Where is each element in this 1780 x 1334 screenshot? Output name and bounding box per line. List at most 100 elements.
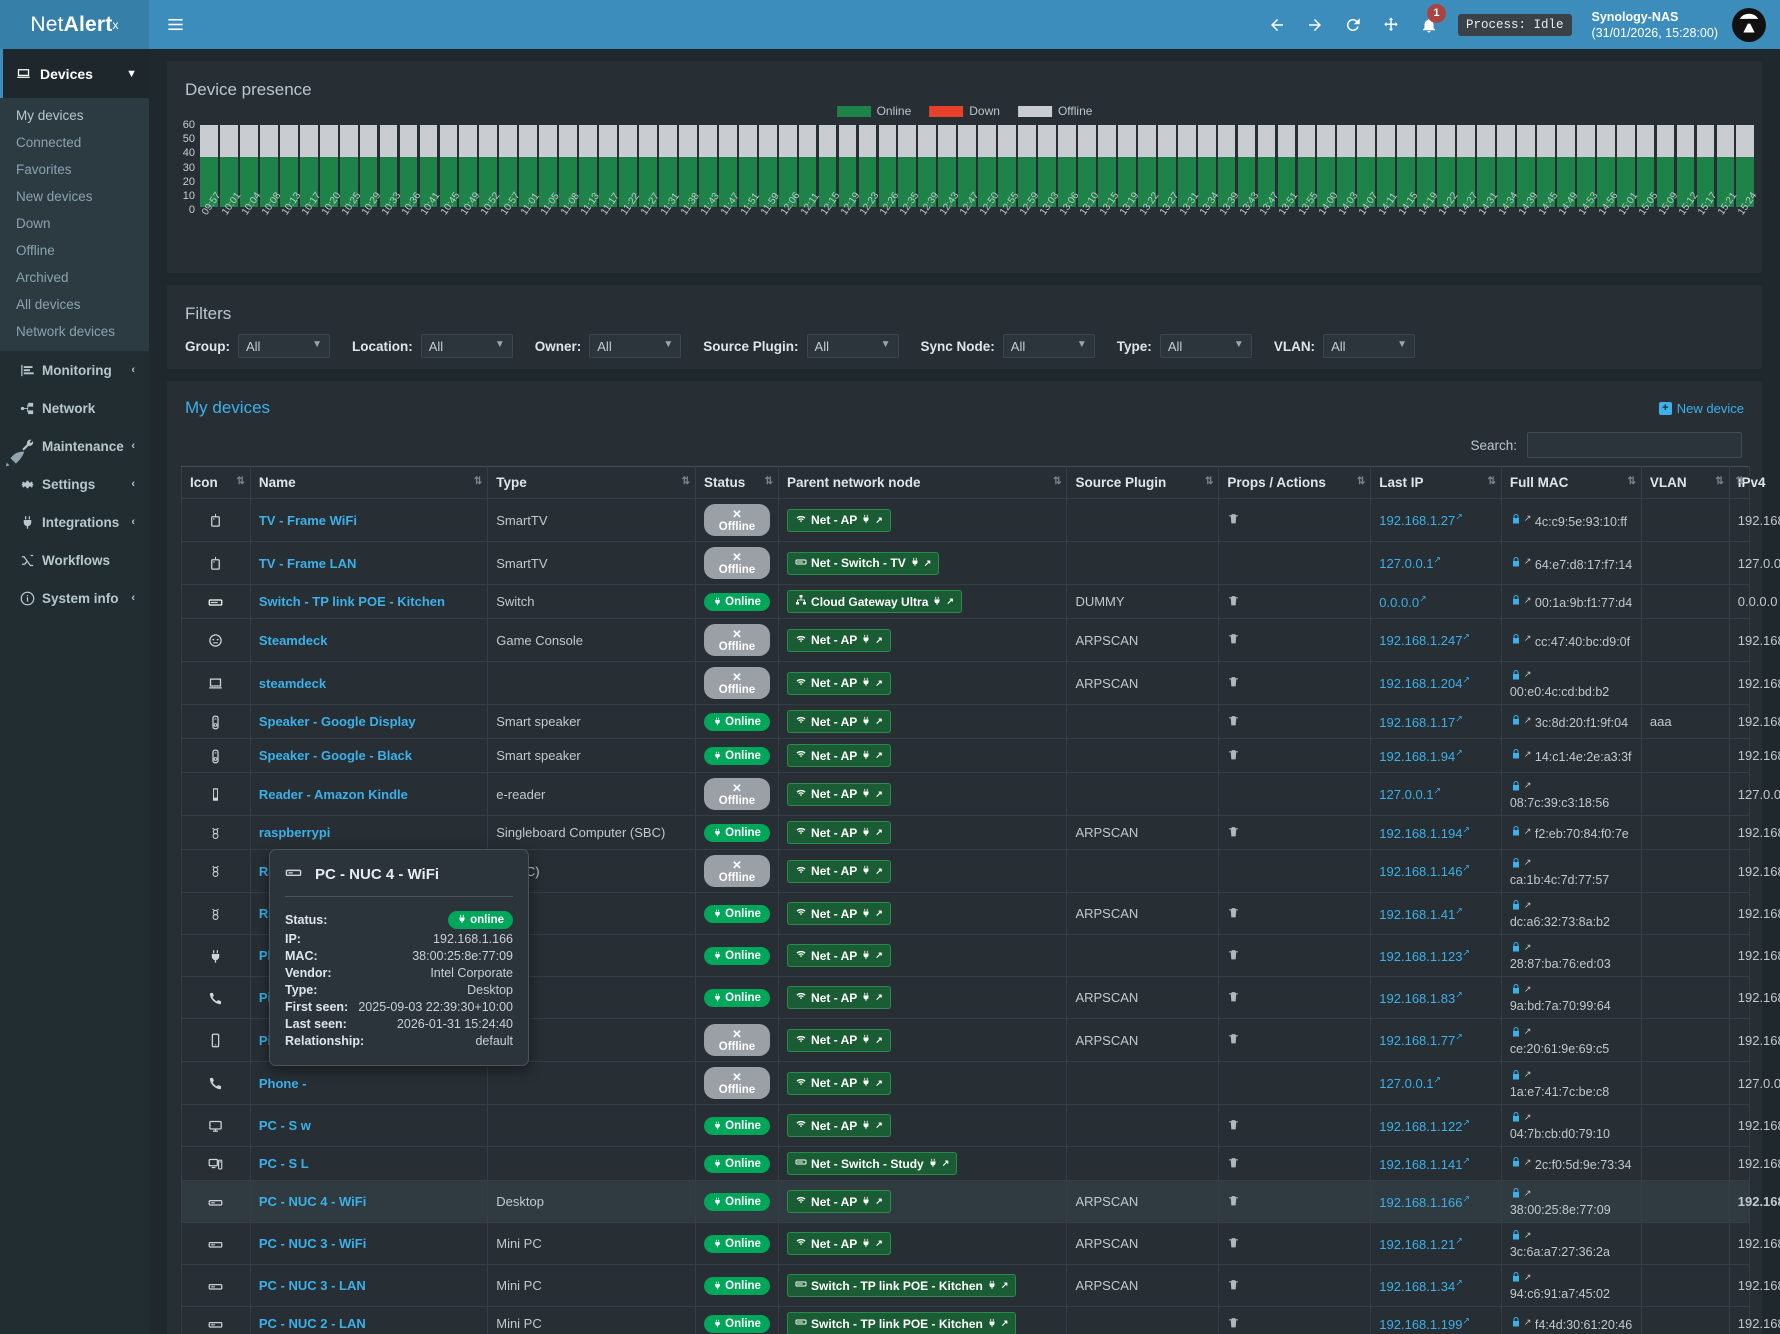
table-row[interactable]: PC - NUC 3 - WiFi Mini PC Online Net - AP ↗… [181,1222,1780,1265]
sort-icon[interactable]: ⇅ [1356,476,1366,487]
table-row[interactable]: TV - Frame WiFi SmartTV ✕ Offline Net - AP ↗… [181,498,1780,542]
device-name-link[interactable]: steamdeck [258,675,327,691]
parent-node-button[interactable]: Net - AP ↗ [787,859,891,883]
parent-node-button[interactable]: Net - AP ↗ [787,744,891,767]
lock-icon[interactable]: ↗ [1510,1155,1531,1169]
filter-select[interactable]: All ▼ [238,334,330,358]
sidebar-subitem-connected[interactable]: Connected [16,135,82,150]
device-name-link[interactable]: PC - S L [258,1156,309,1171]
parent-node-button[interactable]: Net - AP ↗ [787,1232,891,1255]
lock-icon[interactable]: ↗ [1510,1025,1531,1039]
parent-node-button[interactable]: Switch - TP link POE - Kitchen ↗ [787,1312,1017,1334]
column-header-source-plugin[interactable]: Source Plugin ⇅ [1066,466,1220,499]
sidebar-item-maintenance[interactable]: Maintenance ‹ [0,427,149,465]
column-header-vlan[interactable]: VLAN ⇅ [1640,466,1730,499]
last-ip-link[interactable]: 192.168.1.17↗ [1379,713,1463,730]
search-input[interactable] [1527,432,1742,458]
delete-icon[interactable] [1227,1317,1240,1333]
last-ip-link[interactable]: 192.168.1.21↗ [1379,1235,1463,1252]
lock-icon[interactable]: ↗ [1510,593,1531,607]
lock-icon[interactable]: ↗ [1510,856,1531,870]
sort-icon[interactable]: ⇅ [1487,476,1496,487]
last-ip-link[interactable]: 192.168.1.141↗ [1379,1155,1470,1172]
sort-icon[interactable]: ⇅ [681,476,691,487]
column-header-status[interactable]: Status ⇅ [694,466,780,499]
lock-icon[interactable]: ↗ [1510,747,1531,761]
sidebar-subitem-offline[interactable]: Offline [16,243,55,258]
parent-node-button[interactable]: Switch - TP link POE - Kitchen ↗ [787,1274,1017,1297]
parent-node-button[interactable]: Net - AP ↗ [787,944,891,967]
last-ip-link[interactable]: 192.168.1.77↗ [1379,1031,1463,1049]
lock-icon[interactable]: ↗ [1510,713,1531,727]
parent-node-button[interactable]: Net - AP ↗ [787,782,891,806]
parent-node-button[interactable]: Net - AP ↗ [787,671,891,695]
filter-select[interactable]: All ▼ [1323,334,1416,358]
device-name-link[interactable]: Steamdeck [258,632,328,648]
delete-icon[interactable] [1227,634,1240,649]
table-row[interactable]: steamdeck ✕ Offline Net - AP ↗ ARPSCAN 192.16… [181,661,1780,705]
lock-icon[interactable]: ↗ [1510,1068,1531,1082]
sort-icon[interactable]: ⇅ [473,476,483,487]
last-ip-link[interactable]: 0.0.0.0↗ [1379,593,1427,610]
delete-icon[interactable] [1227,749,1240,765]
parent-node-button[interactable]: Net - AP ↗ [787,710,891,733]
parent-node-button[interactable]: Net - AP ↗ [787,1071,891,1095]
column-header-ipv4[interactable]: IPv4 ⇅ [1728,466,1766,499]
arrows-move-icon[interactable] [1372,0,1410,49]
refresh-icon[interactable] [1334,0,1372,49]
column-header-name[interactable]: Name ⇅ [249,466,489,499]
column-header-last-ip[interactable]: Last IP ⇅ [1370,466,1502,499]
device-name-link[interactable]: Switch - TP link POE - Kitchen [258,594,445,609]
sort-icon[interactable]: ⇅ [1204,476,1214,487]
sidebar-toggle-icon[interactable] [149,0,201,49]
sort-icon[interactable]: ⇅ [1715,476,1724,487]
parent-node-button[interactable]: Cloud Gateway Ultra ↗ [787,590,962,613]
delete-icon[interactable] [1227,1034,1240,1049]
lock-icon[interactable]: ↗ [1510,1315,1531,1329]
delete-icon[interactable] [1227,1157,1240,1173]
lock-icon[interactable]: ↗ [1510,1270,1531,1284]
table-row[interactable]: PC - S w Online Net - AP ↗ 192.168.1.122↗ ↗ … [181,1104,1780,1147]
sidebar-subitem-new-devices[interactable]: New devices [16,189,93,204]
table-row[interactable]: PC - NUC 2 - LAN Mini PC Online Switch - T… [181,1306,1780,1334]
app-logo[interactable]: Net Alert x [0,0,149,49]
device-name-link[interactable]: PC - NUC 2 - LAN [258,1316,366,1331]
filter-select[interactable]: All ▼ [1002,334,1095,358]
last-ip-link[interactable]: 127.0.0.1↗ [1379,554,1442,572]
sidebar-subitem-down[interactable]: Down [16,216,51,231]
sidebar-item-monitoring[interactable]: Monitoring ‹ [0,351,149,389]
column-header-props-actions[interactable]: Props / Actions ⇅ [1218,466,1372,499]
last-ip-link[interactable]: 192.168.1.204↗ [1379,674,1470,692]
lock-icon[interactable]: ↗ [1510,982,1531,996]
last-ip-link[interactable]: 192.168.1.123↗ [1379,947,1470,964]
delete-icon[interactable] [1227,1119,1240,1135]
last-ip-link[interactable]: 192.168.1.146↗ [1379,862,1470,880]
device-name-link[interactable]: PC - NUC 3 - WiFi [258,1236,367,1251]
last-ip-link[interactable]: 192.168.1.83↗ [1379,989,1463,1006]
parent-node-button[interactable]: Net - AP ↗ [787,628,891,652]
sort-icon[interactable]: ⇅ [1627,476,1637,487]
device-name-link[interactable]: raspberrypi [258,825,331,840]
last-ip-link[interactable]: 192.168.1.166↗ [1379,1193,1470,1210]
last-ip-link[interactable]: 127.0.0.1↗ [1379,785,1442,803]
sidebar-subitem-my-devices[interactable]: My devices [16,108,84,123]
device-name-link[interactable]: PC - S w [258,1118,311,1133]
device-name-link[interactable]: TV - Frame WiFi [258,512,357,528]
parent-node-button[interactable]: Net - AP ↗ [787,508,891,532]
column-header-icon[interactable]: Icon ⇅ [181,466,251,499]
last-ip-link[interactable]: 192.168.1.194↗ [1379,824,1470,841]
table-row[interactable]: TV - Frame LAN SmartTV ✕ Offline Net - Swit… [181,541,1780,585]
parent-node-button[interactable]: Net - Switch - Study ↗ [787,1152,958,1175]
delete-icon[interactable] [1227,1279,1240,1295]
sidebar-item-integrations[interactable]: Integrations ‹ [0,503,149,541]
lock-icon[interactable]: ↗ [1510,632,1531,646]
device-name-link[interactable]: Reader - Amazon Kindle [258,786,408,802]
bell-icon[interactable]: 1 [1410,0,1448,49]
table-row[interactable]: Steamdeck Game Console ✕ Offline Net - AP ↗ A… [181,618,1780,662]
lock-icon[interactable]: ↗ [1510,668,1531,682]
filter-select[interactable]: All ▼ [420,334,513,358]
sort-icon[interactable]: ⇅ [764,476,774,487]
sort-icon[interactable]: ⇅ [1735,476,1745,487]
sidebar-item-system-info[interactable]: System info ‹ [0,579,149,617]
last-ip-link[interactable]: 192.168.1.122↗ [1379,1117,1470,1134]
